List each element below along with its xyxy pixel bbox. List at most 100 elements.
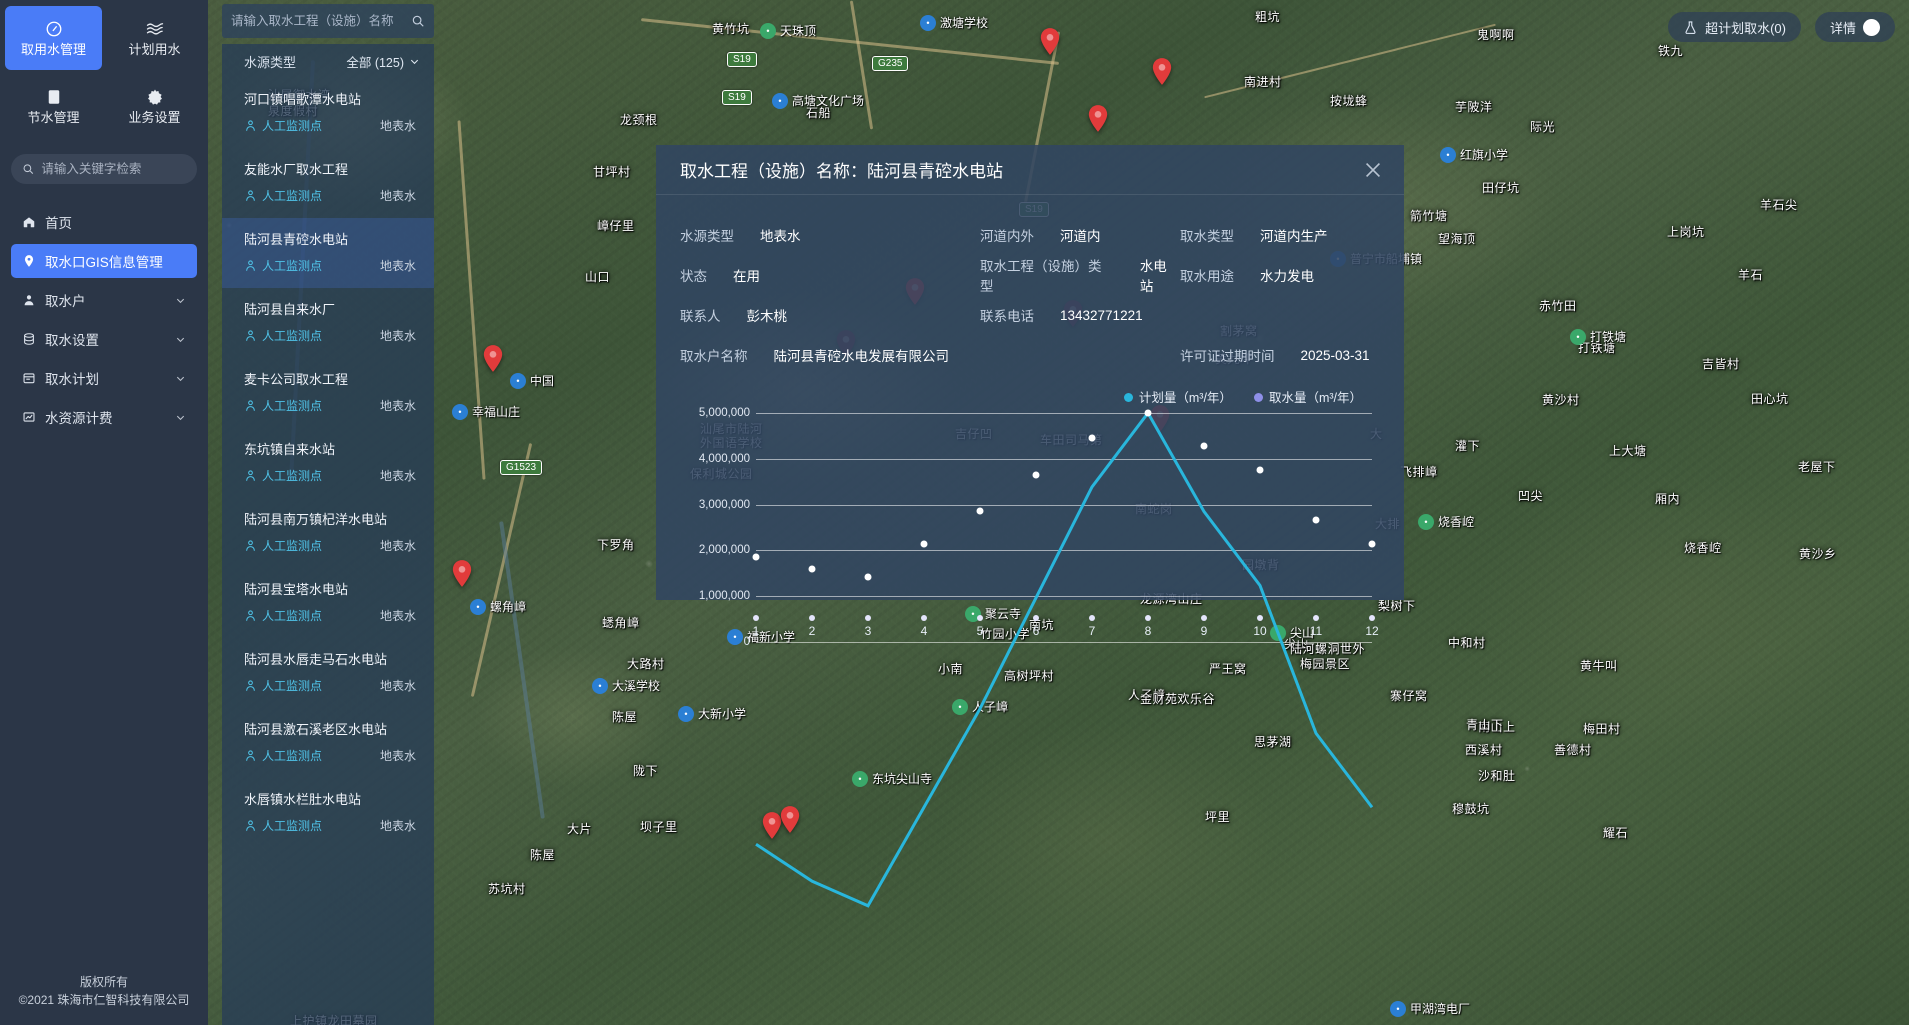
chart-legend[interactable]: 计划量（m³/年） 取水量（m³/年）: [1123, 387, 1362, 406]
sidebar-search-input[interactable]: [41, 162, 186, 176]
list-item[interactable]: 陆河县自来水厂人工监测点 地表水: [222, 288, 434, 358]
map-poi[interactable]: • 高塘文化广场: [772, 92, 864, 109]
chart-gridline: [756, 596, 1372, 598]
chevron-down-icon[interactable]: [175, 295, 186, 306]
list-item[interactable]: 河口镇唱歌潭水电站 人工监测点 地表水: [222, 78, 434, 148]
intake-detail-dialog: 取水工程（设施）名称：陆河县青硿水电站 水源类型 地表水 河道内外 河道内 取水类型 河道…: [656, 145, 1404, 600]
chevron-down-icon[interactable]: [175, 412, 186, 423]
map-poi-label: 大新小学: [698, 707, 747, 721]
map-poi[interactable]: • 幸福山庄: [452, 403, 520, 420]
map-poi[interactable]: • 大溪学校: [592, 677, 660, 694]
detail-toggle-label: 详情: [1829, 20, 1856, 36]
chevron-down-icon[interactable]: [175, 334, 186, 345]
map-poi[interactable]: • 聚云寺: [965, 605, 1021, 622]
search-icon[interactable]: [411, 14, 425, 28]
list-item-title: 陆河县宝塔水电站: [244, 581, 349, 597]
map-intake-marker[interactable]: [1040, 28, 1060, 55]
source-type-filter-value-wrap[interactable]: 全部 (125): [346, 52, 420, 71]
map-road: [640, 18, 1060, 65]
map-poi-icon: •: [510, 372, 526, 389]
person-monitor-icon: [246, 750, 255, 762]
dialog-title: 取水工程（设施）名称：陆河县青硿水电站: [680, 162, 1003, 181]
list-item[interactable]: 陆河县激石溪老区水电站 人工监测点 地表水: [222, 708, 434, 778]
sidebar-item-4[interactable]: 取水设置: [11, 322, 197, 356]
chart-x-tick-label: 12: [1365, 624, 1379, 638]
dialog-info-row: 状态 在用 取水工程（设施）类型 水电站 取水用途 水力发电: [680, 255, 1380, 295]
sidebar-item-label: 取水户: [45, 294, 86, 309]
map-intake-marker[interactable]: [1088, 105, 1108, 132]
chart-series-line: [756, 413, 1372, 906]
list-search-box[interactable]: [222, 4, 434, 38]
map-poi-label: 中国: [530, 374, 555, 388]
source-type-filter[interactable]: 水源类型 全部 (125): [222, 44, 434, 78]
map-poi[interactable]: • 打铁塘: [1570, 328, 1626, 345]
map-poi-label: 幸福山庄: [472, 405, 521, 419]
chevron-down-icon[interactable]: [175, 373, 186, 384]
info-label-left: 状态: [680, 269, 707, 284]
map-poi[interactable]: • 东坑尖山寺: [852, 770, 932, 787]
list-item[interactable]: 陆河县青硿水电站 人工监测点 地表水: [222, 218, 434, 288]
sidebar-item-label: 取水设置: [45, 333, 99, 348]
sidebar-item-5[interactable]: 取水计划: [11, 361, 197, 395]
list-item[interactable]: 友能水厂取水工程 人工监测点 地表水: [222, 148, 434, 218]
list-item[interactable]: 水唇镇水栏肚水电站 人工监测点 地表水: [222, 778, 434, 848]
search-icon[interactable]: [22, 162, 34, 176]
list-item[interactable]: 东坑镇自来水站 人工监测点 地表水: [222, 428, 434, 498]
map-intake-marker[interactable]: [483, 345, 503, 372]
detail-toggle-knob[interactable]: [1863, 18, 1880, 36]
map-poi[interactable]: • 福新小学: [727, 628, 795, 645]
chart-plot-area: 0 1,000,000 2,000,000 3,000,000 4,000,000 5,0…: [680, 407, 1380, 644]
detail-toggle[interactable]: 详情: [1814, 12, 1895, 42]
map-road: [457, 120, 486, 480]
map-intake-marker[interactable]: [780, 806, 800, 833]
sidebar-item-1[interactable]: 首页: [11, 205, 197, 239]
list-search-input[interactable]: [231, 14, 405, 28]
list-item-title: 水唇镇水栏肚水电站: [244, 791, 362, 807]
sidebar-item-label: 首页: [45, 216, 72, 231]
map-poi[interactable]: • 甲湖湾电厂: [1390, 1000, 1470, 1017]
sidebar-item-6[interactable]: 水资源计费: [11, 400, 197, 434]
sidebar-nav[interactable]: 首页取水口GIS信息管理取水户取水设置取水计划水资源计费: [0, 200, 208, 439]
map-poi[interactable]: • 烧香崆: [1418, 513, 1474, 530]
list-item[interactable]: 麦卡公司取水工程 人工监测点 地表水: [222, 358, 434, 428]
map-poi[interactable]: • 天珠顶: [760, 22, 816, 39]
map-pin-icon: [780, 806, 800, 833]
chart-legend-item[interactable]: 计划量（m³/年）: [1123, 387, 1232, 406]
map-intake-marker[interactable]: [452, 560, 472, 587]
sidebar-item-label: 取水计划: [45, 372, 99, 387]
map-poi[interactable]: • 中国: [510, 372, 554, 389]
list-item[interactable]: 陆河县宝塔水电站 人工监测点 地表水: [222, 568, 434, 638]
map-poi[interactable]: • 红旗小学: [1440, 146, 1508, 163]
module-switcher[interactable]: 取用水管理 计划用水 节水管理 业务设置: [0, 0, 208, 138]
map-poi[interactable]: • 激塘学校: [920, 14, 988, 31]
water-intake-list[interactable]: 河口镇唱歌潭水电站 人工监测点 地表水 友能水厂取水工程 人工监测点 地表水 陆河县青硿水电…: [222, 78, 434, 848]
module-1[interactable]: 取用水管理: [5, 6, 102, 70]
list-item-title: 东坑镇自来水站: [244, 441, 336, 457]
sidebar-search-box[interactable]: [11, 154, 197, 184]
legend-label: 取水量（m³/年）: [1268, 391, 1362, 405]
close-icon[interactable]: [1362, 159, 1384, 181]
person-monitor-icon: [246, 400, 255, 412]
sidebar-item-2[interactable]: 取水口GIS信息管理: [11, 244, 197, 278]
map-poi[interactable]: • 大新小学: [678, 705, 746, 722]
map-poi-icon: •: [760, 22, 776, 39]
module-4[interactable]: 业务设置: [106, 74, 203, 138]
list-item-monitor: 人工监测点: [244, 397, 322, 414]
legend-swatch: [1253, 393, 1263, 402]
list-panel-body: 水源类型 全部 (125) 河口镇唱歌潭水电站 人工监测点 地表水 友能水厂取水工程人…: [222, 44, 434, 1025]
sidebar-item-3[interactable]: 取水户: [11, 283, 197, 317]
chart-icon: [23, 412, 35, 422]
list-item-title: 陆河县自来水厂: [244, 301, 336, 317]
map-intake-marker[interactable]: [762, 812, 782, 839]
over-plan-water-button[interactable]: 超计划取水(0): [1668, 12, 1801, 42]
list-item-meta: 人工监测点 地表水: [244, 327, 420, 344]
list-item[interactable]: 陆河县水唇走马石水电站 人工监测点 地表水: [222, 638, 434, 708]
chart-legend-item[interactable]: 取水量（m³/年）: [1253, 387, 1362, 406]
module-3[interactable]: 节水管理: [5, 74, 102, 138]
list-item[interactable]: 陆河县南万镇杞洋水电站 人工监测点 地表水: [222, 498, 434, 568]
map-poi[interactable]: • 螺角嶂: [470, 598, 526, 615]
module-2[interactable]: 计划用水: [106, 6, 203, 70]
map-intake-marker[interactable]: [1152, 58, 1172, 85]
sidebar-footer: 版权所有 ©2021 珠海市仁智科技有限公司: [0, 973, 208, 1025]
info-value-left: 在用: [733, 269, 760, 284]
